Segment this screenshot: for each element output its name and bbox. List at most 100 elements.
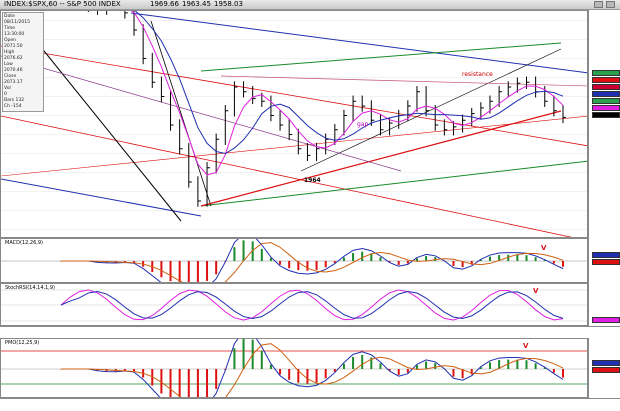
pmo-histogram-bar <box>562 369 564 378</box>
pmo-histogram-bar <box>553 369 555 373</box>
macd-flag <box>592 252 620 258</box>
macd-histogram-bar <box>197 261 199 283</box>
macd-histogram-bar <box>261 249 263 261</box>
macd-histogram-bar <box>562 261 564 267</box>
macd-histogram-bar <box>343 258 345 261</box>
macd-flag <box>592 259 620 265</box>
macd-histogram-bar <box>316 261 318 270</box>
x-axis-bottom <box>0 398 620 411</box>
pmo-histogram-bar <box>352 357 354 369</box>
pmo-histogram-bar <box>206 369 208 398</box>
price-flag <box>592 84 620 90</box>
stoch-label: StochRSI(14,14,1,9) <box>5 285 55 291</box>
pmo-histogram-bar <box>188 369 190 398</box>
pmo-histogram-bar <box>233 348 235 369</box>
pmo-histogram-bar <box>516 360 518 369</box>
macd-histogram-bar <box>279 261 281 265</box>
macd-histogram-bar <box>361 252 363 261</box>
pmo-signal-line <box>61 344 563 398</box>
v-marker: V <box>523 342 529 350</box>
macd-histogram-bar <box>553 261 555 263</box>
pmo-histogram-bar <box>261 351 263 369</box>
quote-high: 1963.45 <box>182 0 211 9</box>
close-button[interactable] <box>606 1 615 8</box>
pmo-histogram-bar <box>535 363 537 369</box>
pmo-histogram-bar <box>379 363 381 369</box>
macd-histogram-bar <box>288 261 290 268</box>
pmo-histogram-bar <box>398 369 400 375</box>
pmo-flag <box>592 360 620 366</box>
trend-line <box>131 13 588 73</box>
macd-histogram-bar <box>188 261 190 283</box>
trend-line <box>1 116 588 176</box>
pmo-histogram-bar <box>279 369 281 374</box>
macd-histogram-bar <box>206 261 208 281</box>
macd-histogram-bar <box>179 261 181 282</box>
pmo-histogram-bar <box>343 364 345 369</box>
price-axis <box>588 10 620 238</box>
quote-close: 1958.03 <box>214 0 243 9</box>
macd-histogram-bar <box>525 255 527 261</box>
v-marker: V <box>533 287 539 295</box>
pmo-histogram-bar <box>416 365 418 369</box>
gap-annotation: gap <box>357 121 368 128</box>
price-flag <box>592 105 620 111</box>
macd-axis <box>588 238 620 283</box>
macd-histogram-bar <box>489 257 491 261</box>
macd-histogram-bar <box>270 258 272 261</box>
macd-histogram-bar <box>160 261 162 277</box>
macd-histogram-bar <box>535 257 537 261</box>
pmo-histogram-bar <box>316 369 318 382</box>
resistance-label: resistance <box>462 71 493 78</box>
trend-line <box>201 43 561 71</box>
pmo-histogram-bar <box>197 369 199 398</box>
v-marker: V <box>541 244 547 252</box>
pmo-histogram-bar <box>525 360 527 369</box>
stoch-axis <box>588 283 620 326</box>
macd-histogram-bar <box>243 240 245 261</box>
pmo-line <box>61 339 563 398</box>
price-flag <box>592 91 620 97</box>
macd-histogram-bar <box>379 257 381 261</box>
macd-histogram-bar <box>170 261 172 281</box>
macd-histogram-bar <box>233 247 235 261</box>
macd-histogram-bar <box>407 261 409 264</box>
pmo-histogram-bar <box>288 369 290 380</box>
macd-histogram-bar <box>416 258 418 261</box>
macd-chart: V <box>1 239 588 283</box>
macd-signal-line <box>61 243 563 283</box>
ma-slow-line <box>61 11 563 154</box>
price-chart <box>1 11 588 238</box>
macd-histogram-bar <box>352 253 354 261</box>
stoch-chart: V <box>1 284 588 326</box>
price-flag <box>592 77 620 83</box>
pmo-histogram-bar <box>361 355 363 369</box>
stoch-pane[interactable]: V StochRSI(14,14,1,9) <box>0 283 588 326</box>
pmo-label: PMO(12,25,9) <box>5 340 39 346</box>
data-window-row: Ch -154 <box>4 104 42 110</box>
pmo-histogram-bar <box>452 369 454 377</box>
pmo-histogram-bar <box>425 362 427 369</box>
macd-pane[interactable]: V MACD(12,26,9) <box>0 238 588 283</box>
macd-histogram-bar <box>452 261 454 266</box>
quote-open: 1969.66 <box>150 0 179 9</box>
pmo-histogram-bar <box>489 362 491 369</box>
pmo-chart: V <box>1 339 588 398</box>
pmo-histogram-bar <box>306 369 308 384</box>
pmo-pane[interactable]: V PMO(12,25,9) <box>0 338 588 398</box>
pmo-flag <box>592 367 620 373</box>
macd-histogram-bar <box>215 261 217 274</box>
macd-histogram-bar <box>434 257 436 261</box>
low-annotation: 1964 <box>304 177 321 184</box>
trend-line <box>301 49 561 171</box>
pmo-histogram-bar <box>170 369 172 398</box>
pmo-histogram-bar <box>434 363 436 369</box>
pmo-axis <box>588 338 620 398</box>
ma-fast-line <box>61 11 563 175</box>
minimize-button[interactable] <box>594 1 603 8</box>
price-flag <box>592 70 620 76</box>
window-title: INDEX:$SPX,60 -- S&P 500 INDEX <box>4 0 121 9</box>
macd-histogram-bar <box>306 261 308 271</box>
